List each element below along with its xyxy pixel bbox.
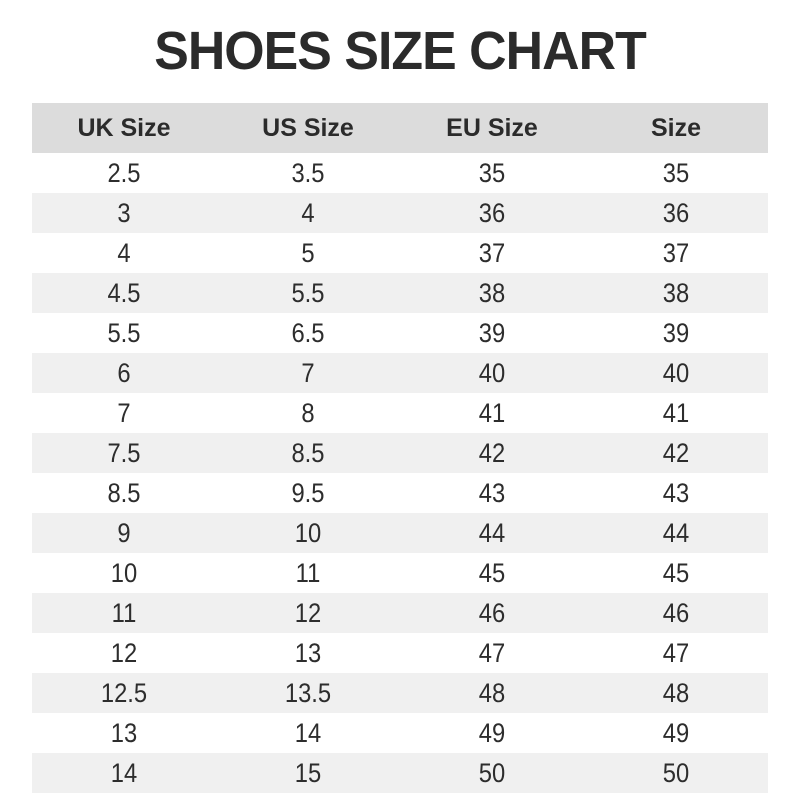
table-cell: 12 [294,597,322,628]
table-cell: 42 [478,437,506,468]
table-cell: 38 [662,277,690,308]
table-cell: 7 [117,397,131,428]
column-header: UK Size [77,113,171,142]
table-row: 5.5 6.5 39 39 [32,313,768,353]
table-cell: 3.5 [291,157,325,188]
table-row: 11 12 46 46 [32,593,768,633]
table-cell: 3 [117,197,131,228]
table-cell: 44 [478,517,506,548]
table-cell: 8.5 [107,477,141,508]
table-cell: 5.5 [291,277,325,308]
table-cell: 47 [662,637,690,668]
table-cell: 47 [478,637,506,668]
table-cell: 43 [662,477,690,508]
table-cell: 36 [662,197,690,228]
table-cell: 11 [295,557,321,588]
table-cell: 5 [301,237,315,268]
table-cell: 39 [662,317,690,348]
table-cell: 8.5 [291,437,325,468]
table-row: 4.5 5.5 38 38 [32,273,768,313]
table-cell: 13 [294,637,322,668]
table-row: 6 7 40 40 [32,353,768,393]
column-header: EU Size [446,113,538,142]
table-row: 7.5 8.5 42 42 [32,433,768,473]
table-cell: 41 [478,397,506,428]
table-cell: 41 [662,397,690,428]
table-cell: 14 [110,757,138,788]
table-cell: 13 [110,717,138,748]
table-row: 3 4 36 36 [32,193,768,233]
table-cell: 9.5 [291,477,325,508]
table-cell: 5.5 [107,317,141,348]
table-row: 12 13 47 47 [32,633,768,673]
table-cell: 4.5 [107,277,141,308]
table-cell: 49 [662,717,690,748]
table-cell: 45 [662,557,690,588]
table-cell: 9 [117,517,131,548]
table-cell: 38 [478,277,506,308]
table-row: 13 14 49 49 [32,713,768,753]
table-row: 9 10 44 44 [32,513,768,553]
table-cell: 46 [662,597,690,628]
table-cell: 48 [478,677,506,708]
column-header: Size [650,113,702,142]
table-row: 8.5 9.5 43 43 [32,473,768,513]
table-cell: 50 [478,757,506,788]
table-cell: 40 [662,357,690,388]
table-row: 2.5 3.5 35 35 [32,153,768,193]
table-cell: 4 [301,197,315,228]
table-cell: 8 [301,397,315,428]
table-cell: 6 [117,357,131,388]
table-cell: 4 [117,237,131,268]
table-cell: 43 [478,477,506,508]
table-body: 2.5 3.5 35 35 3 4 36 36 4 5 37 37 4.5 5.5 38 38 5.5 6.5 39… [32,153,768,793]
table-cell: 35 [478,157,506,188]
table-cell: 12.5 [100,677,148,708]
table-row: 14 15 50 50 [32,753,768,793]
table-cell: 7 [301,357,315,388]
table-cell: 13.5 [284,677,332,708]
table-cell: 12 [110,637,138,668]
table-cell: 46 [478,597,506,628]
table-row: 4 5 37 37 [32,233,768,273]
table-cell: 11 [111,597,137,628]
table-cell: 6.5 [291,317,325,348]
table-cell: 15 [294,757,322,788]
table-cell: 10 [110,557,138,588]
table-cell: 39 [478,317,506,348]
page-title: SHOES SIZE CHART [154,21,647,81]
table-cell: 2.5 [107,157,141,188]
table-cell: 36 [478,197,506,228]
size-chart-table: UK Size US Size EU Size Size 2.5 3.5 35 35 3 4 36… [32,103,768,793]
table-cell: 50 [662,757,690,788]
table-cell: 42 [662,437,690,468]
table-cell: 14 [294,717,322,748]
table-cell: 37 [662,237,690,268]
table-cell: 40 [478,357,506,388]
table-cell: 35 [662,157,690,188]
table-row: 12.5 13.5 48 48 [32,673,768,713]
table-cell: 10 [294,517,322,548]
column-header: US Size [262,113,354,142]
table-cell: 44 [662,517,690,548]
table-header-row: UK Size US Size EU Size Size [32,103,768,153]
table-row: 7 8 41 41 [32,393,768,433]
table-cell: 48 [662,677,690,708]
page: SHOES SIZE CHART UK Size US Size EU Size Si… [0,20,800,800]
table-cell: 7.5 [107,437,141,468]
table-cell: 49 [478,717,506,748]
table-row: 10 11 45 45 [32,553,768,593]
table-cell: 45 [478,557,506,588]
table-cell: 37 [478,237,506,268]
